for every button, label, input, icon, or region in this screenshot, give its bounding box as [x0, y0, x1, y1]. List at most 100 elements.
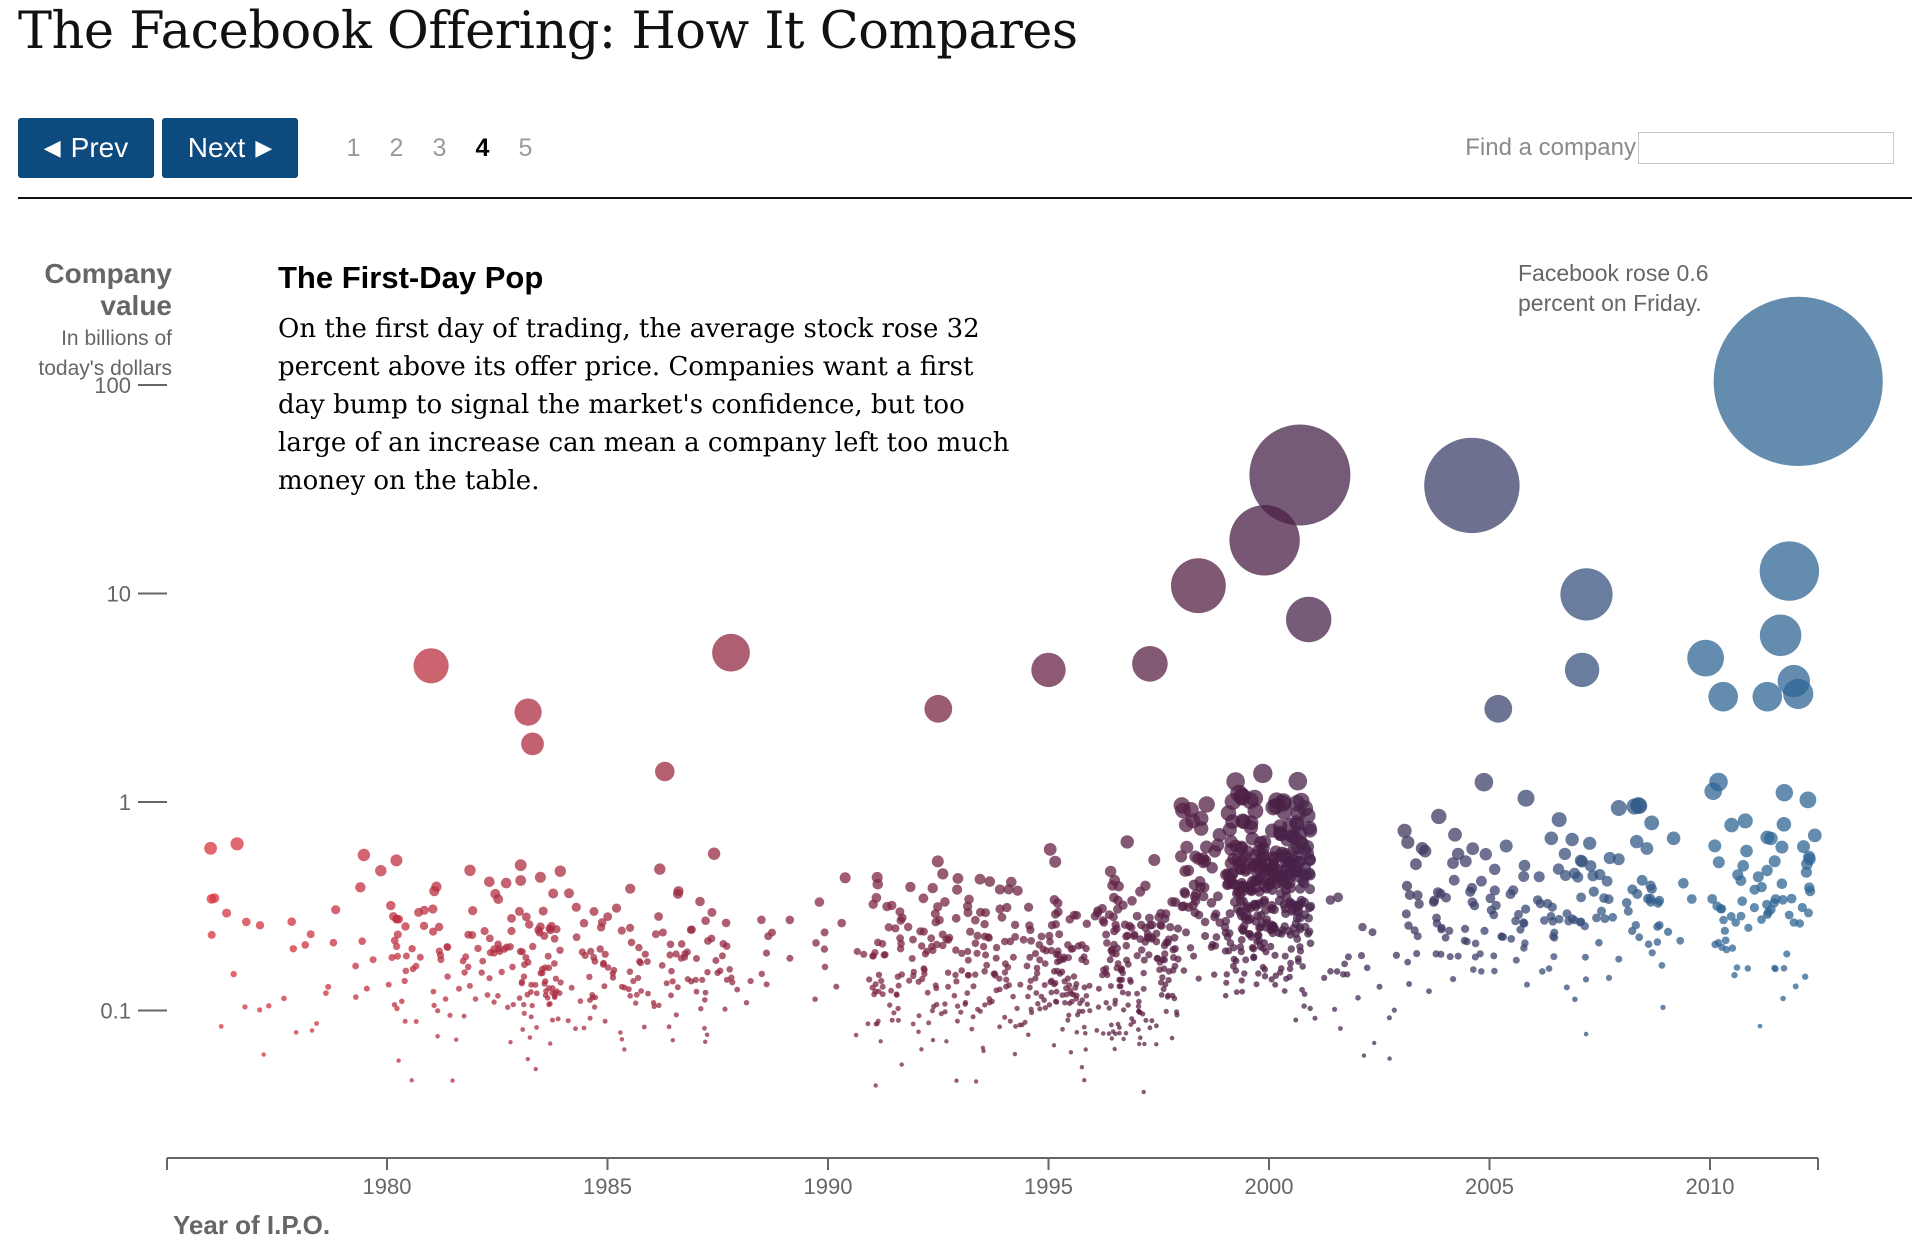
ipo-bubble: [996, 975, 1003, 982]
ipo-bubble: [1776, 878, 1788, 889]
ipo-bubble: [1223, 971, 1231, 978]
ipo-bubble: [1640, 842, 1654, 855]
ipo-bubble: [935, 915, 944, 925]
ipo-bubble: [1286, 973, 1293, 981]
ipo-bubble: [1321, 974, 1328, 982]
ipo-bubble: [506, 943, 514, 951]
ipo-bubble: [1404, 890, 1415, 900]
prev-button[interactable]: ◀ Prev: [18, 118, 154, 178]
ipo-bubble: [1175, 802, 1191, 819]
ipo-bubble: [1287, 945, 1296, 953]
left-triangle-icon: ◀: [43, 135, 61, 160]
ipo-bubble: [401, 922, 410, 931]
ipo-bubble: [1539, 968, 1546, 975]
ipo-bubble: [1605, 974, 1613, 982]
ipo-bubble: [1051, 1043, 1057, 1048]
ipo-bubble: [994, 884, 1006, 895]
ipo-bubble: [1780, 965, 1788, 972]
ipo-bubble: [1240, 921, 1249, 930]
ipo-bubble: [548, 1041, 553, 1046]
ipo-bubble: [1158, 992, 1165, 998]
ipo-bubble: [721, 918, 731, 928]
ipo-bubble: [1301, 991, 1308, 997]
ipo-bubble: [1344, 953, 1352, 961]
ipo-bubble: [388, 954, 396, 961]
ipo-bubble: [658, 962, 666, 969]
ipo-bubble: [895, 982, 902, 989]
ipo-bubble: [637, 959, 644, 967]
ipo-bubble: [976, 907, 985, 917]
ipo-bubble: [1094, 1028, 1100, 1033]
ipo-bubble: [992, 954, 1000, 962]
ipo-bubble: [1448, 827, 1462, 842]
ipo-bubble: [289, 945, 297, 953]
find-company-label: Find a company: [1465, 134, 1636, 161]
ipo-bubble: [206, 894, 217, 904]
ipo-bubble: [762, 949, 771, 957]
page-link-1[interactable]: 1: [346, 133, 361, 162]
ipo-bubble: [1576, 892, 1586, 903]
ipo-bubble: [618, 1030, 623, 1035]
ipo-bubble: [1147, 1025, 1153, 1031]
ipo-bubble: [479, 957, 487, 965]
ipo-bubble: [1206, 862, 1218, 874]
page-link-3[interactable]: 3: [432, 133, 447, 162]
ipo-bubble: [540, 931, 549, 940]
page-link-2[interactable]: 2: [389, 133, 404, 162]
ipo-bubble: [331, 905, 341, 915]
ipo-bubble: [431, 1002, 437, 1009]
ipo-bubble: [1170, 933, 1179, 942]
ipo-bubble: [564, 888, 574, 899]
ipo-bubble: [551, 994, 558, 1000]
ipo-bubble: [493, 894, 504, 904]
ipo-bubble: [462, 953, 470, 961]
ipo-bubble: [641, 1024, 647, 1030]
ipo-bubble-notable: [1132, 646, 1168, 682]
ipo-bubble: [1735, 875, 1747, 886]
ipo-bubble-notable: [1484, 694, 1513, 723]
ipo-bubble: [875, 988, 882, 995]
ipo-bubble: [554, 865, 566, 877]
ipo-bubble: [1032, 975, 1039, 982]
ipo-bubble: [534, 1025, 539, 1030]
ipo-bubble: [673, 888, 683, 899]
ipo-bubble: [515, 875, 527, 886]
ipo-bubble: [534, 871, 546, 883]
ipo-bubble: [1154, 912, 1164, 922]
ipo-bubble: [495, 993, 501, 999]
ipo-bubble: [579, 918, 589, 928]
ipo-bubble: [1678, 878, 1689, 889]
ipo-bubble: [1542, 898, 1553, 909]
ipo-bubble: [1664, 927, 1673, 937]
ipo-bubble: [625, 883, 636, 894]
ipo-bubble: [1027, 937, 1035, 945]
ipo-bubble: [1177, 901, 1188, 912]
ipo-bubble: [490, 945, 498, 953]
ipo-bubble: [932, 940, 941, 949]
ipo-bubble: [1013, 1024, 1018, 1029]
page-link-5[interactable]: 5: [518, 133, 533, 162]
ipo-bubble: [1169, 1035, 1175, 1041]
ipo-bubble: [1491, 900, 1501, 911]
ipo-bubble: [1148, 933, 1156, 941]
ipo-bubble: [1724, 817, 1739, 833]
page-link-4-active[interactable]: 4: [475, 133, 490, 162]
next-button[interactable]: Next ▶: [162, 118, 298, 178]
ipo-bubble: [1130, 932, 1139, 940]
ipo-bubble-notable: [655, 761, 675, 782]
ipo-bubble: [668, 967, 675, 975]
ipo-bubble: [1145, 951, 1153, 959]
ipo-bubble: [1595, 938, 1603, 947]
ipo-bubble: [589, 907, 599, 916]
ipo-bubble: [1363, 964, 1371, 972]
ipo-bubble: [1003, 976, 1010, 983]
ipo-bubble: [521, 1010, 527, 1016]
ipo-bubble: [1612, 853, 1625, 866]
find-company-input[interactable]: [1638, 132, 1894, 164]
ipo-bubble: [704, 1032, 710, 1038]
ipo-bubble: [1010, 920, 1020, 930]
ipo-bubble: [930, 909, 940, 919]
ipo-bubble: [1235, 889, 1245, 900]
ipo-bubble: [1113, 944, 1122, 952]
ipo-bubble: [1780, 995, 1786, 1002]
